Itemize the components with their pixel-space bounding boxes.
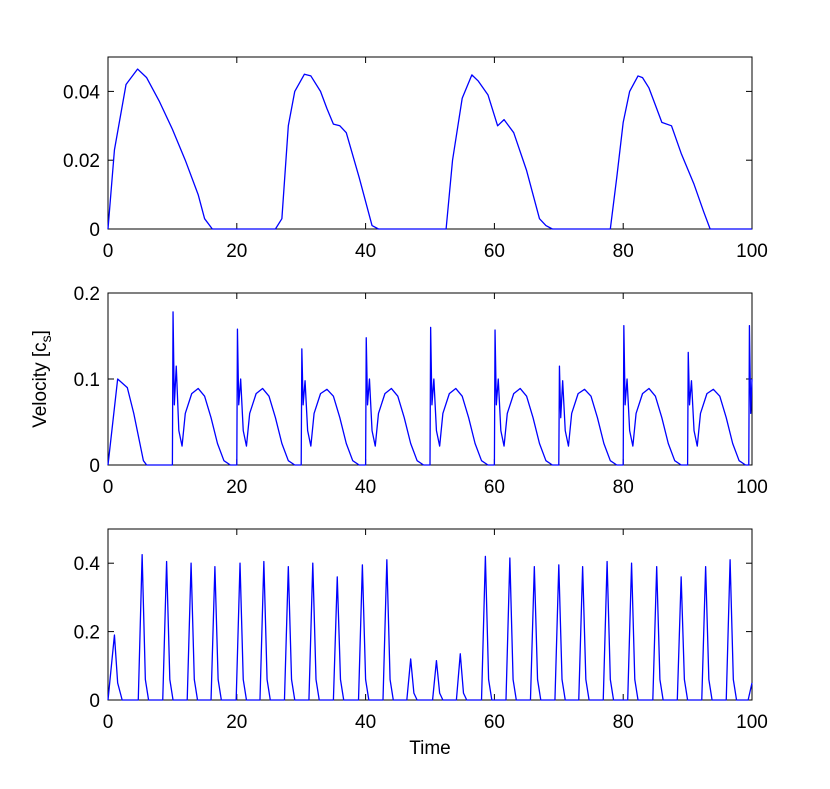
y-tick-label: 0.04 xyxy=(63,82,100,103)
x-tick-label: 40 xyxy=(355,241,376,262)
y-tick-label: 0 xyxy=(89,220,100,241)
line-series xyxy=(107,68,752,230)
x-tick-label: 40 xyxy=(355,712,376,733)
y-tick-label: 0.1 xyxy=(74,370,100,391)
y-axis-label-part: ] xyxy=(30,330,51,335)
x-axis-label: Time xyxy=(409,738,451,759)
x-tick-label: 20 xyxy=(226,241,247,262)
x-tick-label: 0 xyxy=(103,712,114,733)
y-tick-label: 0.2 xyxy=(74,623,100,644)
y-axis-label-part: Velocity [c xyxy=(30,342,51,428)
y-axis-label: Velocity [cs] xyxy=(30,330,54,428)
y-tick-label: 0 xyxy=(89,691,100,712)
x-tick-label: 80 xyxy=(613,241,634,262)
x-tick-label: 100 xyxy=(736,477,768,498)
x-tick-label: 60 xyxy=(484,712,505,733)
y-tick-label: 0.4 xyxy=(74,554,101,575)
x-tick-label: 60 xyxy=(484,241,505,262)
axes-box xyxy=(107,56,753,230)
x-tick-label: 100 xyxy=(736,241,768,262)
y-tick-label: 0.2 xyxy=(74,284,100,305)
line-series xyxy=(107,311,753,466)
x-tick-label: 60 xyxy=(484,477,505,498)
y-axis-label-part: s xyxy=(38,335,54,342)
x-tick-label: 100 xyxy=(736,712,768,733)
x-tick-label: 80 xyxy=(613,712,634,733)
x-tick-label: 80 xyxy=(613,477,634,498)
x-tick-label: 0 xyxy=(103,477,114,498)
x-tick-label: 0 xyxy=(103,241,114,262)
x-tick-label: 20 xyxy=(226,712,247,733)
line-series xyxy=(107,554,753,701)
x-tick-label: 40 xyxy=(355,477,376,498)
x-tick-label: 20 xyxy=(226,477,247,498)
y-tick-label: 0 xyxy=(89,456,100,477)
y-tick-label: 0.02 xyxy=(63,151,100,172)
